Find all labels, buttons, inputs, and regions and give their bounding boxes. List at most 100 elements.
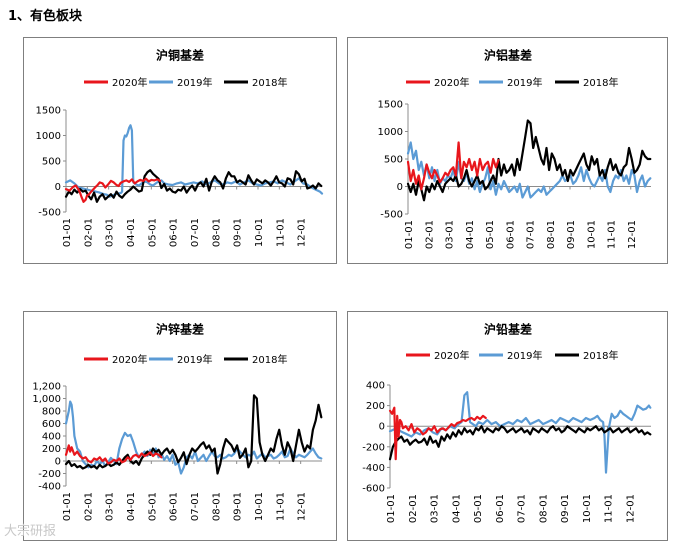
x-tick-label: 06-01 [169,492,180,521]
watermark-text: 大宗研报 [4,524,57,539]
y-tick-label: 1,200 [32,382,61,393]
x-tick-label: 01-01 [62,218,73,247]
x-tick-label: 10-01 [586,220,597,249]
series-line-2018 [388,425,652,461]
series-line-2018 [64,169,323,203]
y-tick-label: 200 [42,444,61,455]
y-tick-label: 0 [55,457,61,468]
y-tick-label: 1,000 [32,394,61,405]
chart-panel-zinc-basis: 沪锌基差 2020年 2019年 2018年 -400 -200 0 200 400 600 800… [23,311,337,541]
x-tick-label: 09-01 [566,220,577,249]
x-tick-label: 01-01 [404,220,415,249]
y-tick-label: 1500 [378,100,403,111]
x-tick-label: 10-01 [254,492,265,521]
x-tick-label: 05-01 [473,494,484,523]
chart-title: 沪铅基差 [484,322,532,337]
chart-title: 沪铝基差 [484,48,532,63]
series-line-2020 [64,444,163,465]
series-line-2019 [388,391,652,474]
x-tick-label: 12-01 [297,218,308,247]
y-tick-label: 1000 [36,131,61,142]
x-tick-label: 12-01 [297,492,308,521]
x-tick-label: 02-01 [408,494,419,523]
y-tick-label: 0 [397,182,403,193]
legend-label-2020: 2020年 [434,349,469,362]
legend-label-2020: 2020年 [112,76,147,89]
y-tick-label: 400 [42,432,61,443]
x-tick-label: 01-01 [386,494,397,523]
legend-label-2020: 2020年 [434,76,469,89]
x-tick-label: 04-01 [126,492,137,521]
x-tick-label: 08-01 [211,492,222,521]
x-tick-label: 04-01 [465,220,476,249]
series-line-2019 [64,400,323,475]
y-tick-label: 500 [42,157,61,168]
x-tick-label: 06-01 [495,494,506,523]
y-tick-label: 0 [55,182,61,193]
series-line-2020 [64,177,162,203]
chart-title: 沪铜基差 [156,48,204,63]
x-tick-label: 06-01 [169,218,180,247]
x-tick-label: 03-01 [105,218,116,247]
section-title: 1、有色板块 [8,9,83,24]
y-tick-label: 1500 [36,106,61,117]
y-tick-label: -200 [38,469,61,480]
x-tick-label: 07-01 [190,492,201,521]
chart-copper-basis: 沪铜基差 2020年 2019年 2018年 -500 0 500 1000 1500 01-01… [36,48,324,247]
x-tick-label: 11-01 [604,494,615,523]
y-tick-label: -500 [38,208,61,219]
x-tick-label: 05-01 [147,218,158,247]
legend-label-2019: 2019年 [177,353,212,366]
x-tick-label: 02-01 [83,218,94,247]
legend-label-2019: 2019年 [507,76,542,89]
legend-label-2020: 2020年 [112,353,147,366]
x-tick-label: 02-01 [424,220,435,249]
x-tick-label: 03-01 [430,494,441,523]
chart-title: 沪锌基差 [156,322,204,337]
x-tick-label: 03-01 [445,220,456,249]
y-tick-label: -400 [38,482,61,493]
chart-panel-lead-basis: 沪铅基差 2020年 2019年 2018年 -600 -400 -200 0 200 400 01… [347,311,668,541]
legend-label-2019: 2019年 [177,76,212,89]
series-line-2020 [406,141,500,191]
x-tick-label: 08-01 [211,218,222,247]
x-tick-label: 08-01 [538,494,549,523]
x-tick-label: 02-01 [83,492,94,521]
legend-label-2018: 2018年 [252,76,287,89]
x-tick-label: 09-01 [560,494,571,523]
y-tick-label: -200 [362,442,385,453]
x-tick-label: 07-01 [190,218,201,247]
y-tick-label: 1000 [378,127,403,138]
y-tick-label: -600 [362,484,385,495]
x-tick-label: 08-01 [546,220,557,249]
x-tick-label: 06-01 [505,220,516,249]
y-tick-label: -500 [380,210,403,221]
y-tick-label: 200 [366,401,385,412]
legend-label-2018: 2018年 [583,76,618,89]
x-tick-label: 09-01 [233,218,244,247]
y-tick-label: 0 [379,422,385,433]
chart-lead-basis: 沪铅基差 2020年 2019年 2018年 -600 -400 -200 0 200 400 01… [362,322,652,523]
x-tick-label: 07-01 [526,220,537,249]
x-tick-label: 05-01 [147,492,158,521]
y-tick-label: -400 [362,463,385,474]
x-tick-label: 11-01 [275,218,286,247]
x-tick-label: 10-01 [254,218,265,247]
x-tick-label: 11-01 [275,492,286,521]
y-tick-label: 600 [42,419,61,430]
x-tick-label: 04-01 [126,218,137,247]
chart-panel-aluminum-basis: 沪铝基差 2020年 2019年 2018年 -500 0 500 1000 1500 01-01… [347,37,668,264]
x-tick-label: 07-01 [517,494,528,523]
legend-label-2018: 2018年 [583,349,618,362]
x-tick-label: 05-01 [485,220,496,249]
chart-aluminum-basis: 沪铝基差 2020年 2019年 2018年 -500 0 500 1000 1500 01-01… [378,48,652,249]
x-tick-label: 04-01 [451,494,462,523]
y-tick-label: 500 [384,155,403,166]
y-tick-label: 400 [366,381,385,392]
x-tick-label: 01-01 [62,492,73,521]
x-tick-label: 03-01 [105,492,116,521]
chart-panel-copper-basis: 沪铜基差 2020年 2019年 2018年 -500 0 500 1000 1500 01-01… [23,37,337,264]
legend-label-2018: 2018年 [252,353,287,366]
legend-label-2019: 2019年 [507,349,542,362]
